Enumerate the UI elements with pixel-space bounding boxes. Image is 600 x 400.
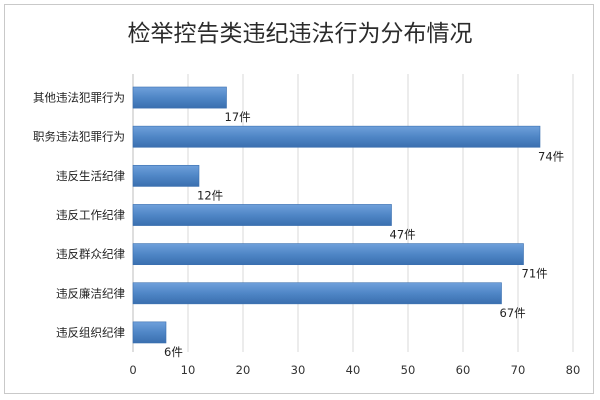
data-labels: 17件 74件 12件 47件 71件 67件 6件 xyxy=(164,110,564,359)
bar-5 xyxy=(132,282,502,305)
category-label: 违反群众纪律 xyxy=(56,247,125,261)
x-tick-label: 0 xyxy=(129,363,136,377)
x-tick-labels: 0 10 20 30 40 50 60 70 80 xyxy=(129,363,580,377)
x-tick-label: 50 xyxy=(401,363,416,377)
data-label: 6件 xyxy=(164,345,183,359)
category-labels: 其他违法犯罪行为职务违法犯罪行为违反生活纪律违反工作纪律违反群众纪律违反廉洁纪律… xyxy=(33,91,125,340)
data-label: 74件 xyxy=(538,149,564,163)
data-label: 12件 xyxy=(197,188,223,202)
bar-6 xyxy=(132,321,167,344)
bars xyxy=(132,86,541,344)
data-label: 71件 xyxy=(522,267,548,281)
x-tick-label: 30 xyxy=(291,363,306,377)
x-tick-label: 40 xyxy=(346,363,361,377)
x-tick-label: 80 xyxy=(566,363,581,377)
data-label: 67件 xyxy=(500,306,526,320)
x-tick-label: 20 xyxy=(236,363,251,377)
chart-frame xyxy=(4,4,594,394)
category-label: 违反工作纪律 xyxy=(56,208,125,222)
category-label: 职务违法犯罪行为 xyxy=(33,130,125,144)
x-tick-label: 70 xyxy=(511,363,526,377)
category-label: 其他违法犯罪行为 xyxy=(33,91,125,105)
chart-title: 检举控告类违纪违法行为分布情况 xyxy=(127,21,473,47)
data-label: 47件 xyxy=(390,228,416,242)
category-label: 违反生活纪律 xyxy=(56,169,125,183)
x-tick-label: 10 xyxy=(181,363,196,377)
bar-4 xyxy=(132,243,524,266)
bar-3 xyxy=(132,204,392,226)
bar-0 xyxy=(132,86,227,109)
bar-1 xyxy=(132,125,541,148)
bar-2 xyxy=(132,164,200,187)
x-tick-label: 60 xyxy=(456,363,471,377)
data-label: 17件 xyxy=(225,110,251,124)
category-label: 违反廉洁纪律 xyxy=(56,286,125,300)
category-label: 违反组织纪律 xyxy=(56,325,125,339)
